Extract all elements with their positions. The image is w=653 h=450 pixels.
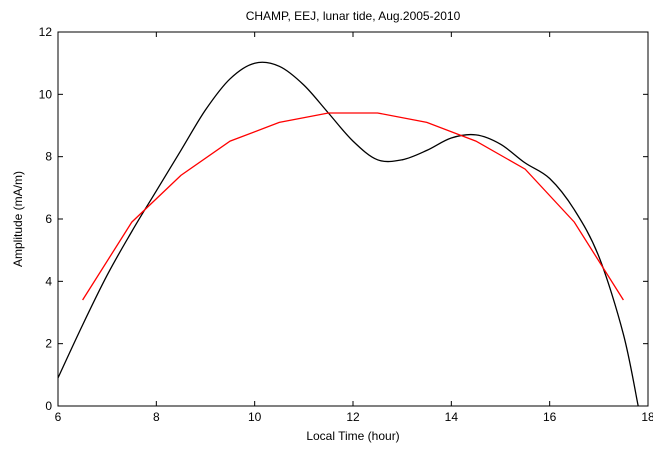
- series-line-2: [82, 112, 624, 301]
- y-tick-label: 0: [45, 399, 52, 413]
- x-tick-label: 6: [55, 410, 62, 424]
- chart-title: CHAMP, EEJ, lunar tide, Aug.2005-2010: [246, 9, 461, 23]
- y-tick-label: 2: [45, 337, 52, 351]
- y-tick-label: 10: [39, 87, 53, 101]
- x-tick-label: 12: [346, 410, 360, 424]
- x-tick-label: 18: [641, 410, 653, 424]
- plot-frame: [57, 31, 649, 407]
- y-tick-label: 6: [45, 212, 52, 226]
- y-tick-label: 8: [45, 150, 52, 164]
- series-layer: [57, 61, 639, 407]
- y-axis-label: Amplitude (mA/m): [11, 171, 25, 267]
- x-tick-label: 10: [248, 410, 262, 424]
- y-tick-label: 4: [45, 274, 52, 288]
- x-tick-label: 14: [445, 410, 459, 424]
- y-tick-label: 12: [39, 25, 53, 39]
- x-axis-label: Local Time (hour): [306, 429, 399, 443]
- series-line-1: [57, 61, 639, 407]
- x-tick-label: 16: [543, 410, 557, 424]
- x-tick-label: 8: [153, 410, 160, 424]
